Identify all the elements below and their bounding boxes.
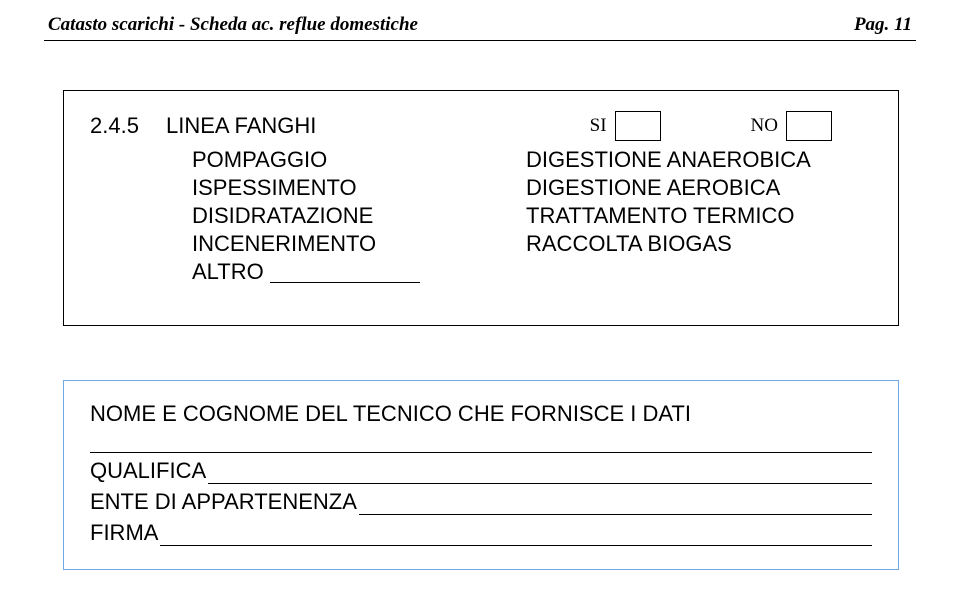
option-label: RACCOLTA BIOGAS <box>526 231 732 257</box>
form-box: NOME E COGNOME DEL TECNICO CHE FORNISCE … <box>63 380 899 570</box>
form-heading: NOME E COGNOME DEL TECNICO CHE FORNISCE … <box>90 401 872 427</box>
label-ente: ENTE DI APPARTENENZA <box>90 489 357 515</box>
check-icon[interactable] <box>166 208 182 224</box>
check-icon[interactable] <box>500 208 516 224</box>
option-label: POMPAGGIO <box>192 147 327 173</box>
section-box: 2.4.5 LINEA FANGHI SI NO POMPAGGIO DIGES… <box>63 90 899 326</box>
check-icon[interactable] <box>166 264 182 280</box>
options-list: POMPAGGIO DIGESTIONE ANAEROBICA ISPESSIM… <box>90 147 872 285</box>
ente-line[interactable] <box>359 493 872 515</box>
header-left: Catasto scarichi - Scheda ac. reflue dom… <box>48 14 418 36</box>
label-no: NO <box>751 115 778 137</box>
qualifica-line[interactable] <box>208 462 872 484</box>
option-label: DISIDRATAZIONE <box>192 203 373 229</box>
header-right: Pag. 11 <box>854 14 912 36</box>
section-title-row: 2.4.5 LINEA FANGHI SI NO <box>90 111 872 141</box>
header-rule <box>44 40 916 41</box>
section-number: 2.4.5 <box>90 113 166 139</box>
label-firma: FIRMA <box>90 520 158 546</box>
check-icon[interactable] <box>500 236 516 252</box>
check-icon[interactable] <box>166 152 182 168</box>
label-si: SI <box>590 115 607 137</box>
check-icon[interactable] <box>166 180 182 196</box>
check-icon[interactable] <box>166 236 182 252</box>
si-no-group: SI NO <box>590 111 872 141</box>
option-label: DIGESTIONE ANAEROBICA <box>526 147 811 173</box>
name-line[interactable] <box>90 431 872 453</box>
check-icon[interactable] <box>500 152 516 168</box>
option-label: TRATTAMENTO TERMICO <box>526 203 794 229</box>
altro-line[interactable] <box>270 261 420 283</box>
section-title: LINEA FANGHI <box>166 113 592 139</box>
option-label: INCENERIMENTO <box>192 231 376 257</box>
option-label: ISPESSIMENTO <box>192 175 357 201</box>
check-icon[interactable] <box>500 180 516 196</box>
firma-line[interactable] <box>160 524 872 546</box>
checkbox-si[interactable] <box>615 111 661 141</box>
label-qualifica: QUALIFICA <box>90 458 206 484</box>
checkbox-no[interactable] <box>786 111 832 141</box>
option-label: DIGESTIONE AEROBICA <box>526 175 780 201</box>
option-label: ALTRO <box>192 259 264 285</box>
page-header: Catasto scarichi - Scheda ac. reflue dom… <box>0 0 960 40</box>
